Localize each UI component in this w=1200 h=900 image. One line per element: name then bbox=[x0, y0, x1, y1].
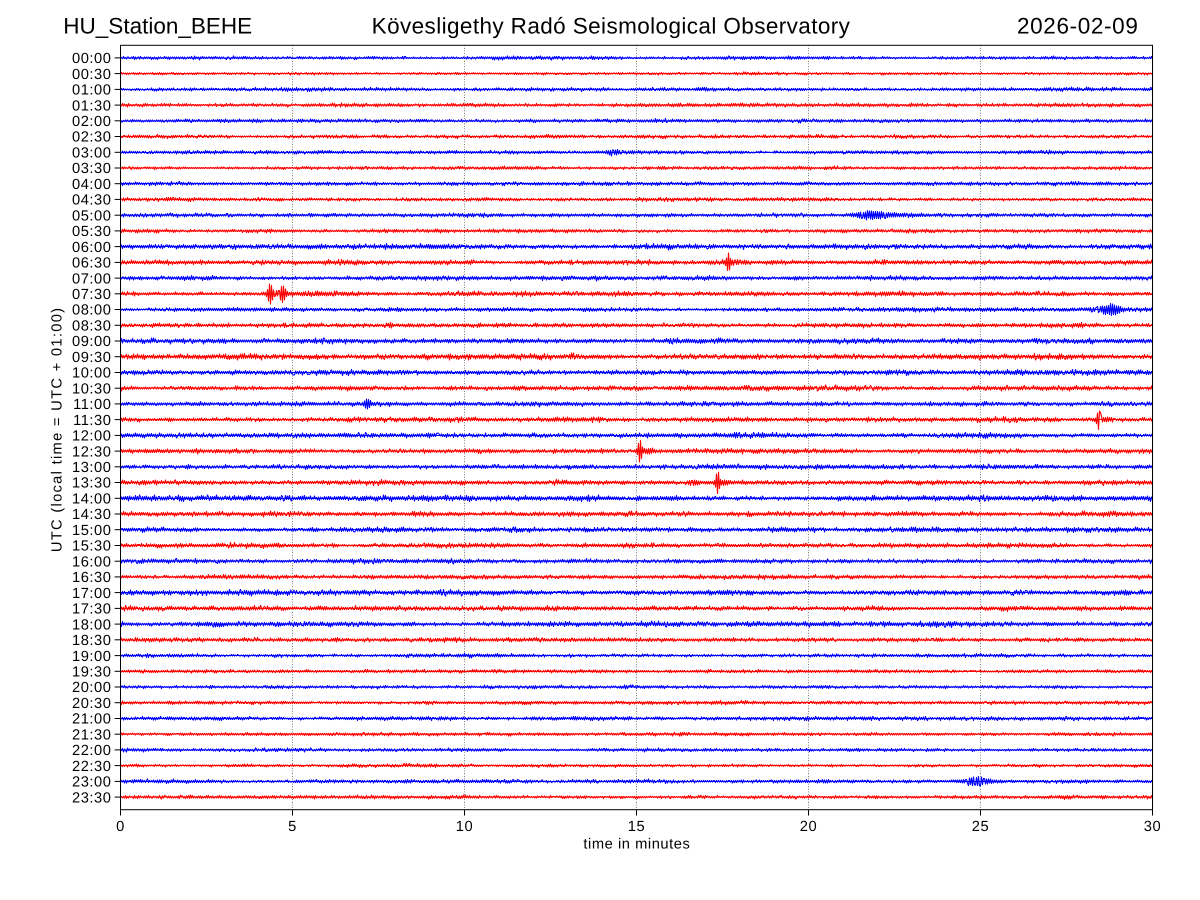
svg-text:30: 30 bbox=[1144, 819, 1161, 835]
svg-text:00:00: 00:00 bbox=[72, 51, 112, 67]
svg-text:19:00: 19:00 bbox=[72, 649, 112, 665]
svg-text:17:00: 17:00 bbox=[72, 586, 112, 602]
svg-text:15:30: 15:30 bbox=[72, 539, 112, 555]
svg-text:20:00: 20:00 bbox=[72, 680, 112, 696]
svg-text:15:00: 15:00 bbox=[72, 523, 112, 539]
svg-text:14:30: 14:30 bbox=[72, 507, 112, 523]
svg-text:23:00: 23:00 bbox=[72, 775, 112, 791]
svg-text:14:00: 14:00 bbox=[72, 492, 112, 508]
svg-text:20: 20 bbox=[800, 819, 817, 835]
svg-text:18:30: 18:30 bbox=[72, 633, 112, 649]
svg-text:HU_Station_BEHE: HU_Station_BEHE bbox=[63, 14, 252, 39]
svg-text:0: 0 bbox=[116, 819, 125, 835]
svg-text:20:30: 20:30 bbox=[72, 696, 112, 712]
svg-text:09:00: 09:00 bbox=[72, 334, 112, 350]
svg-text:22:00: 22:00 bbox=[72, 743, 112, 759]
svg-text:01:30: 01:30 bbox=[72, 98, 112, 114]
svg-text:05:30: 05:30 bbox=[72, 224, 112, 240]
svg-text:08:30: 08:30 bbox=[72, 319, 112, 335]
svg-text:time in minutes: time in minutes bbox=[583, 837, 690, 853]
svg-text:21:30: 21:30 bbox=[72, 727, 112, 743]
svg-text:06:00: 06:00 bbox=[72, 240, 112, 256]
svg-text:18:00: 18:00 bbox=[72, 617, 112, 633]
svg-text:23:30: 23:30 bbox=[72, 790, 112, 806]
svg-text:12:00: 12:00 bbox=[72, 429, 112, 445]
svg-text:09:30: 09:30 bbox=[72, 350, 112, 366]
svg-text:13:00: 13:00 bbox=[72, 460, 112, 476]
svg-text:11:30: 11:30 bbox=[73, 413, 111, 429]
svg-text:10:00: 10:00 bbox=[72, 366, 112, 382]
svg-text:13:30: 13:30 bbox=[72, 476, 112, 492]
svg-text:10:30: 10:30 bbox=[72, 381, 112, 397]
svg-text:15: 15 bbox=[628, 819, 645, 835]
svg-text:07:30: 07:30 bbox=[72, 287, 112, 303]
svg-text:19:30: 19:30 bbox=[72, 665, 112, 681]
svg-text:11:00: 11:00 bbox=[73, 397, 111, 413]
svg-text:05:00: 05:00 bbox=[72, 208, 112, 224]
svg-text:06:30: 06:30 bbox=[72, 256, 112, 272]
svg-text:07:00: 07:00 bbox=[72, 271, 112, 287]
svg-text:25: 25 bbox=[972, 819, 989, 835]
svg-text:03:00: 03:00 bbox=[72, 146, 112, 162]
svg-text:00:30: 00:30 bbox=[72, 67, 112, 83]
svg-text:Kövesligethy Radó Seismologica: Kövesligethy Radó Seismological Observat… bbox=[372, 14, 851, 39]
svg-text:04:00: 04:00 bbox=[72, 177, 112, 193]
svg-text:02:30: 02:30 bbox=[72, 130, 112, 146]
svg-text:17:30: 17:30 bbox=[72, 602, 112, 618]
svg-text:08:00: 08:00 bbox=[72, 303, 112, 319]
svg-text:22:30: 22:30 bbox=[72, 759, 112, 775]
svg-text:12:30: 12:30 bbox=[72, 444, 112, 460]
svg-text:01:00: 01:00 bbox=[72, 83, 112, 99]
svg-text:UTC (local time = UTC + 01:00): UTC (local time = UTC + 01:00) bbox=[50, 307, 66, 553]
svg-text:10: 10 bbox=[456, 819, 473, 835]
svg-text:21:00: 21:00 bbox=[72, 712, 112, 728]
svg-text:03:30: 03:30 bbox=[72, 161, 112, 177]
svg-text:02:00: 02:00 bbox=[72, 114, 112, 130]
svg-text:16:30: 16:30 bbox=[72, 570, 112, 586]
svg-text:2026-02-09: 2026-02-09 bbox=[1017, 14, 1139, 39]
svg-text:04:30: 04:30 bbox=[72, 193, 112, 209]
svg-text:5: 5 bbox=[288, 819, 297, 835]
svg-text:16:00: 16:00 bbox=[72, 554, 112, 570]
